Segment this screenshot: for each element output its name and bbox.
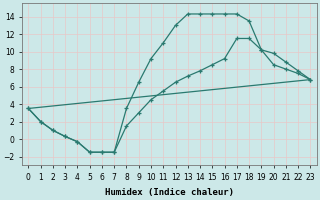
X-axis label: Humidex (Indice chaleur): Humidex (Indice chaleur) bbox=[105, 188, 234, 197]
